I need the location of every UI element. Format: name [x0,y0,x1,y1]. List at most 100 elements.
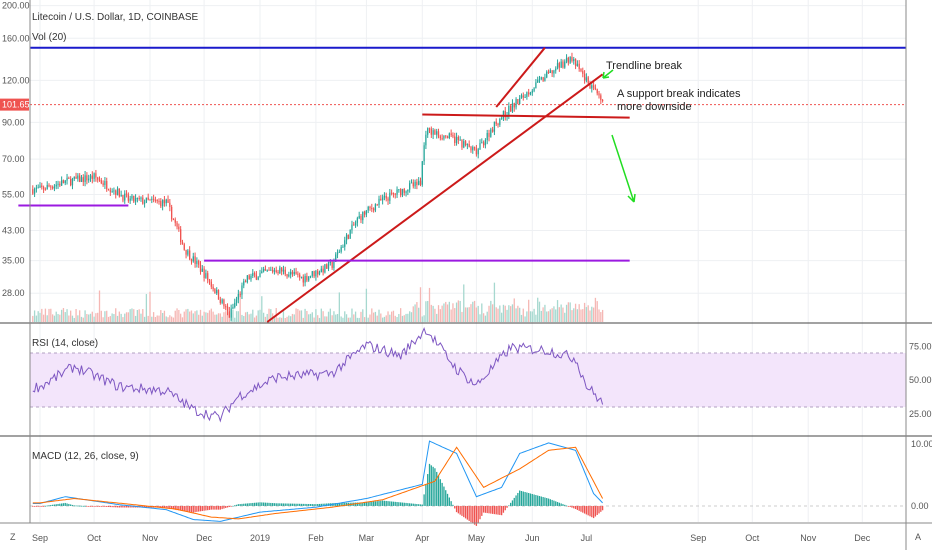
macd-histogram-bar [84,505,86,507]
macd-histogram-bar [257,502,259,506]
macd-title: MACD (12, 26, close, 9) [32,451,139,462]
candle-body [46,185,48,190]
candle-body [163,199,166,204]
volume-bar [573,308,575,322]
macd-histogram-bar [367,502,369,506]
candle-body [88,178,90,181]
volume-bar [380,313,382,322]
volume-bar [187,308,189,322]
volume-bar [165,316,167,322]
macd-histogram-bar [282,503,285,506]
macd-histogram-bar [464,505,467,519]
macd-histogram-bar [39,505,41,507]
macd-histogram-bar [533,494,535,506]
macd-histogram-bar [400,502,402,506]
macd-histogram-bar [576,505,579,510]
macd-histogram-bar [490,505,492,514]
macd-histogram-bar [544,497,546,506]
candle-body [329,262,331,264]
macd-histogram-bar [475,505,478,526]
macd-histogram-bar [89,505,92,507]
candle-body [48,185,50,187]
candle-body [133,195,135,202]
macd-histogram-bar [306,503,308,506]
candle-body [264,268,267,271]
macd-histogram-bar [44,505,47,507]
macd-histogram-bar [42,505,45,507]
candle-body [423,145,425,162]
macd-histogram-bar [493,505,496,515]
volume-bar [338,292,340,322]
volume-bar [524,316,526,322]
corner-a-button[interactable]: A [910,528,928,544]
volume-bar [253,317,256,322]
volume-bar [520,314,523,322]
annotation-trendline-break: Trendline break [606,60,683,72]
candle-body [248,275,250,280]
volume-bar [510,306,512,322]
volume-bar [371,308,373,322]
corner-z-button[interactable]: Z [4,528,22,544]
macd-histogram-bar [315,504,317,506]
volume-bar [33,310,36,322]
macd-histogram-bar [293,503,295,506]
macd-histogram-bar [66,503,68,506]
volume-bar [546,311,548,322]
candle-body [538,78,541,80]
candle-body [358,215,360,219]
candle-body [136,197,139,199]
candle-body [410,182,413,184]
volume-bar [264,316,267,322]
volume-bar [80,316,83,322]
candle-body [255,274,258,280]
candle-body [601,100,604,102]
volume-bar [50,308,52,322]
candle-body [409,183,411,190]
macd-histogram-bar [365,502,368,506]
volume-bar [528,299,530,322]
volume-bar [75,308,77,322]
candle-body [297,273,299,275]
volume-bar [48,308,50,322]
candle-body [86,175,88,181]
volume-bar [156,315,158,322]
line-support [422,113,630,119]
macd-histogram-bar [255,502,258,506]
volume-bar [317,315,319,322]
candle-body [291,271,294,275]
volume-bar [443,303,445,322]
candle-body [306,275,308,281]
volume-bar [107,316,110,322]
macd-histogram-bar [421,504,423,506]
volume-bar [497,308,499,322]
macd-histogram-bar [158,505,160,508]
volume-bar [93,316,95,322]
candle-body [187,250,189,255]
macd-histogram-bar [363,502,366,506]
macd-histogram-bar [259,502,261,506]
y-tick-label: 55.00 [2,189,25,199]
macd-histogram-bar [106,505,108,507]
macd-histogram-bar [113,505,115,508]
candle-body [526,92,528,97]
volume-bar [452,303,454,322]
macd-histogram-bar [324,503,326,506]
candle-body [207,273,209,281]
candle-body [80,177,83,182]
candle-body [174,219,176,223]
candle-body [241,285,243,295]
volume-bar [582,309,584,322]
candle-body [214,288,216,294]
candle-body [562,61,564,68]
candle-body [508,105,510,116]
volume-bar [506,309,508,322]
macd-histogram-bar [387,501,389,506]
volume-bar [122,317,124,322]
macd-histogram-bar [344,502,346,506]
candle-body [176,222,178,227]
macd-histogram-bar [214,505,216,510]
candle-body [452,135,454,137]
macd-histogram-bar [383,500,386,506]
candle-body [360,215,362,221]
downside-arrow [611,134,636,203]
